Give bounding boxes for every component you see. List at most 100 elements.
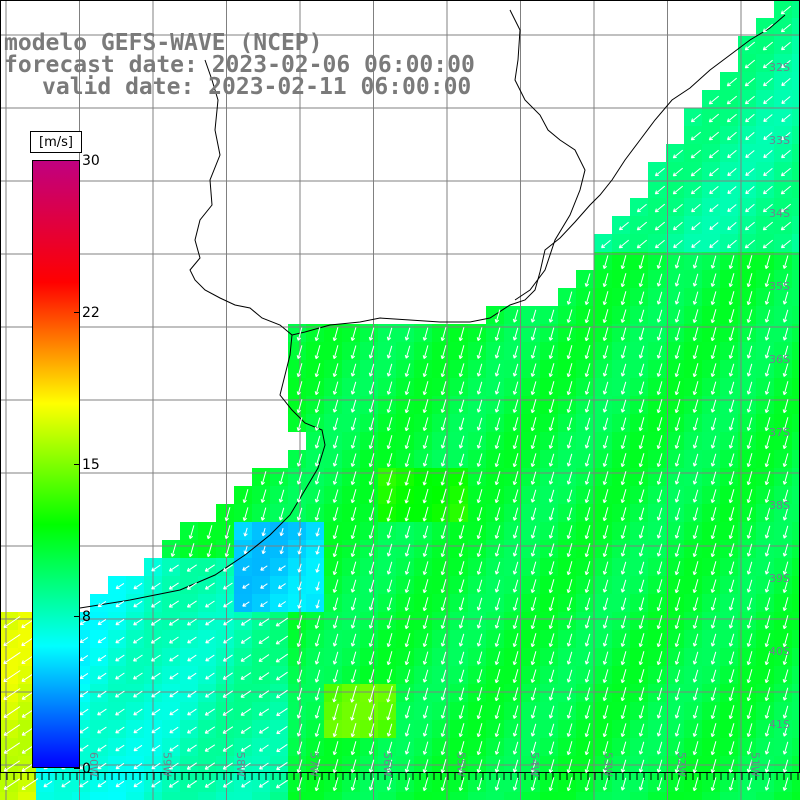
wind-cell — [558, 504, 576, 522]
wind-cell — [270, 612, 288, 630]
wind-arrow — [584, 489, 591, 503]
wind-arrow — [512, 759, 519, 773]
wind-cell — [558, 450, 576, 468]
wind-arrow — [350, 345, 357, 359]
wind-cell — [396, 738, 414, 756]
wind-cell — [720, 360, 738, 378]
wind-arrow — [133, 762, 143, 770]
wind-cell — [342, 630, 360, 648]
wind-arrow — [368, 327, 375, 341]
wind-cell — [360, 504, 378, 522]
wind-arrow — [710, 597, 717, 611]
wind-cell — [702, 234, 720, 252]
wind-arrow — [240, 618, 251, 626]
wind-cell — [612, 288, 630, 306]
wind-cell — [684, 288, 702, 306]
wind-cell — [468, 432, 486, 450]
wind-arrow — [368, 685, 375, 703]
wind-arrow — [602, 669, 609, 683]
wind-arrow — [654, 239, 665, 249]
wind-cell — [288, 792, 306, 800]
wind-arrow — [79, 780, 89, 788]
wind-cell — [630, 792, 648, 800]
wind-cell — [738, 792, 756, 800]
wind-arrow — [386, 633, 393, 648]
wind-arrow — [782, 543, 789, 557]
wind-arrow — [618, 221, 629, 231]
wind-arrow — [368, 525, 375, 539]
wind-cell — [360, 774, 378, 792]
wind-arrow — [674, 453, 681, 467]
wind-arrow — [728, 705, 735, 720]
wind-arrow — [368, 399, 375, 413]
wind-arrow — [458, 579, 465, 593]
wind-cell — [126, 792, 144, 800]
wind-arrow — [440, 453, 447, 467]
wind-cell — [792, 720, 800, 738]
wind-arrow — [710, 291, 717, 305]
wind-arrow — [727, 204, 737, 212]
wind-arrow — [602, 543, 609, 557]
wind-cell — [630, 198, 648, 216]
wind-arrow — [782, 741, 789, 755]
wind-arrow — [512, 561, 519, 575]
wind-cell — [720, 792, 738, 800]
wind-cell — [126, 576, 144, 594]
wind-arrow — [494, 597, 501, 611]
wind-arrow — [727, 168, 737, 177]
wind-arrow — [692, 651, 699, 665]
wind-arrow — [61, 780, 71, 788]
wind-cell — [612, 522, 630, 540]
wind-arrow — [638, 687, 645, 701]
wind-arrow — [440, 435, 447, 449]
wind-arrow — [314, 615, 321, 629]
wind-arrow — [745, 203, 755, 213]
wind-cell — [792, 234, 800, 252]
wind-arrow — [636, 239, 648, 249]
wind-arrow — [296, 399, 303, 414]
wind-cell — [486, 558, 504, 576]
wind-arrow — [115, 744, 125, 752]
wind-arrow — [762, 23, 774, 33]
wind-arrow — [548, 471, 555, 485]
wind-cell — [252, 630, 270, 648]
wind-cell — [270, 684, 288, 702]
wind-arrow — [205, 654, 215, 662]
wind-arrow — [241, 780, 251, 788]
wind-arrow — [744, 41, 756, 51]
wind-arrow — [222, 564, 233, 572]
wind-arrow — [494, 687, 501, 702]
wind-arrow — [746, 507, 753, 521]
wind-cell — [234, 558, 252, 576]
wind-arrow — [476, 759, 483, 773]
wind-arrow — [602, 327, 609, 341]
wind-arrow — [133, 564, 143, 572]
wind-arrow — [764, 507, 771, 521]
wind-arrow — [332, 633, 339, 647]
wind-cell — [612, 432, 630, 450]
wind-arrow — [404, 651, 411, 666]
wind-cell — [792, 342, 800, 360]
wind-cell — [774, 234, 792, 252]
wind-arrow — [692, 273, 699, 287]
wind-cell — [90, 720, 108, 738]
wind-arrow — [710, 759, 717, 774]
wind-cell — [684, 720, 702, 738]
wind-cell — [630, 234, 648, 252]
wind-arrow — [618, 239, 630, 249]
wind-cell — [612, 252, 630, 270]
wind-cell — [684, 504, 702, 522]
lat-label: 34S — [769, 207, 790, 220]
wind-arrow — [386, 741, 393, 755]
wind-cell — [702, 522, 720, 540]
wind-arrow — [746, 777, 753, 791]
wind-cell — [792, 486, 800, 504]
wind-cell — [0, 612, 18, 630]
wind-arrows — [3, 5, 792, 792]
wind-cell — [576, 666, 594, 684]
wind-arrow — [746, 399, 753, 413]
wind-arrow — [727, 150, 737, 159]
wind-arrow — [674, 651, 681, 665]
wind-arrow — [674, 597, 681, 612]
wind-cell — [288, 702, 306, 720]
